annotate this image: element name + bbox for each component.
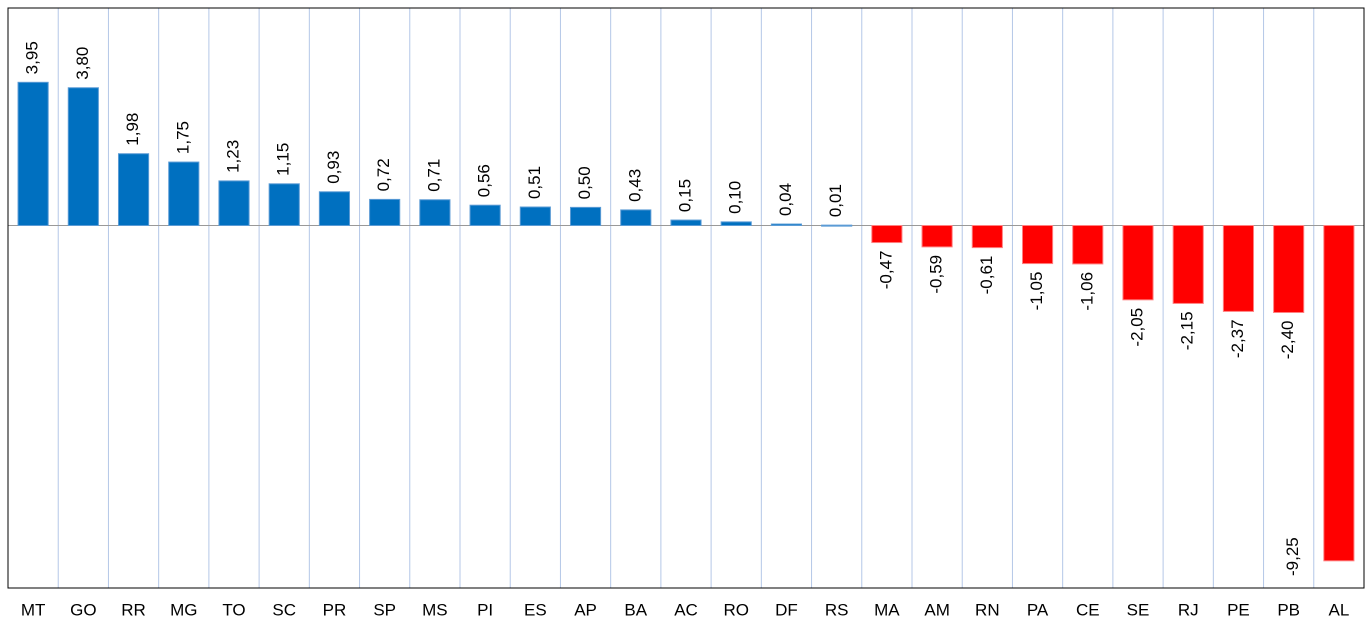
value-label: 1,15 <box>274 143 293 176</box>
bar <box>1021 225 1054 265</box>
x-tick-label: AM <box>924 600 950 619</box>
value-label: -2,40 <box>1278 321 1297 360</box>
bar <box>117 153 150 227</box>
value-label: -1,05 <box>1027 272 1046 311</box>
value-label: 3,95 <box>23 41 42 74</box>
value-label: -2,05 <box>1127 308 1146 347</box>
x-tick-label: CE <box>1076 600 1100 619</box>
value-label: 1,23 <box>223 140 242 173</box>
x-tick-label: AL <box>1328 600 1349 619</box>
x-tick-label: PE <box>1227 600 1250 619</box>
x-tick-label: DF <box>775 600 798 619</box>
x-tick-label: GO <box>70 600 96 619</box>
value-label: 0,50 <box>575 166 594 199</box>
x-tick-label: AP <box>574 600 597 619</box>
value-label: -9,25 <box>1283 537 1302 576</box>
bar <box>569 206 602 226</box>
bar <box>67 87 99 226</box>
value-label: 0,51 <box>525 166 544 199</box>
bar <box>469 204 501 226</box>
x-tick-label: RS <box>825 600 849 619</box>
bar <box>670 219 702 226</box>
bar <box>1122 225 1154 301</box>
bar <box>1323 225 1355 562</box>
bar <box>1172 225 1204 304</box>
value-label: 0,15 <box>675 179 694 212</box>
x-tick-label: SP <box>373 600 396 619</box>
value-label: -2,37 <box>1228 319 1247 358</box>
x-tick-label: ES <box>524 600 547 619</box>
bar <box>921 225 953 248</box>
value-label: 0,72 <box>374 158 393 191</box>
value-label: 1,98 <box>123 113 142 146</box>
bar <box>871 225 903 244</box>
value-label: 0,71 <box>424 159 443 192</box>
x-tick-label: PI <box>477 600 493 619</box>
value-label: 0,93 <box>324 151 343 184</box>
x-tick-label: RJ <box>1178 600 1199 619</box>
bar <box>419 199 451 226</box>
x-tick-label: MT <box>21 600 46 619</box>
bar <box>1072 225 1104 265</box>
value-label: 3,80 <box>73 47 92 80</box>
bar <box>268 183 300 226</box>
bar <box>369 198 401 226</box>
bar <box>971 225 1003 249</box>
x-tick-label: MS <box>422 600 448 619</box>
x-tick-label: SC <box>272 600 296 619</box>
value-label: -0,47 <box>876 251 895 290</box>
x-tick-label: RN <box>975 600 1000 619</box>
x-tick-label: RR <box>121 600 146 619</box>
value-label: -1,06 <box>1077 272 1096 311</box>
bar <box>519 206 551 226</box>
x-tick-label: RO <box>723 600 749 619</box>
bar <box>720 221 752 226</box>
bar <box>1222 225 1255 312</box>
value-label: 1,75 <box>173 121 192 154</box>
bar <box>770 223 803 227</box>
x-tick-label: BA <box>624 600 647 619</box>
x-tick-label: PB <box>1277 600 1300 619</box>
x-tick-label: MG <box>170 600 197 619</box>
x-tick-label: PR <box>323 600 347 619</box>
bar <box>168 161 200 226</box>
bar <box>218 180 250 227</box>
bar <box>318 191 351 227</box>
bar <box>17 81 49 226</box>
value-label: 0,01 <box>826 184 845 217</box>
value-label: 0,10 <box>726 181 745 214</box>
value-label: 0,56 <box>475 164 494 197</box>
x-tick-label: AC <box>674 600 698 619</box>
x-tick-label: TO <box>222 600 245 619</box>
value-label: 0,43 <box>625 169 644 202</box>
value-label: 0,04 <box>776 183 795 216</box>
bar <box>620 209 652 227</box>
bar <box>1273 225 1305 313</box>
value-label: -0,61 <box>977 256 996 295</box>
value-label: -0,59 <box>927 255 946 294</box>
bar <box>821 224 853 227</box>
x-tick-label: SE <box>1127 600 1150 619</box>
x-tick-label: MA <box>874 600 900 619</box>
value-label: -2,15 <box>1178 311 1197 350</box>
plot-border <box>7 7 1365 589</box>
x-tick-label: PA <box>1027 600 1049 619</box>
